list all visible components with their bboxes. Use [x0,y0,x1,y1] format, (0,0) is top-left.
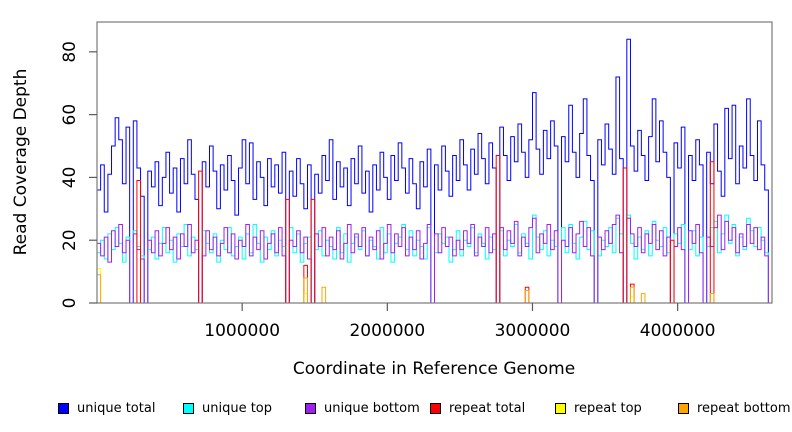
tick-label: 40 [60,167,80,189]
legend-item-repeat-total: repeat total [430,399,525,417]
legend-item-unique-total: unique total [58,399,155,417]
legend-label: unique top [202,400,273,416]
tick-label: 20 [60,229,80,251]
tick-label: 0 [60,298,80,309]
legend-item-unique-bottom: unique bottom [305,399,420,417]
legend-swatch-unique-total [58,402,69,414]
legend-swatch-repeat-bottom [678,402,689,414]
series-line-unique-bottom [97,214,772,304]
legend-item-repeat-bottom: repeat bottom [678,399,791,417]
axis-layer: 1000000 2000000 3000000 4000000 0 20 40 60 80 [60,41,716,341]
plot-area-svg: 1000000 2000000 3000000 4000000 0 20 40 60 80 Co… [11,21,773,379]
x-axis-title: Coordinate in Reference Genome [293,359,575,379]
legend-item-unique-top: unique top [183,399,272,417]
tick-label: 80 [60,41,80,63]
legend-label: repeat top [574,400,642,416]
tick-label: 4000000 [640,321,716,341]
plot-box [96,21,773,304]
series-layer [97,38,772,304]
tick-label: 60 [60,104,80,126]
chart-legend: unique total unique top unique bottom repea… [0,399,792,425]
legend-item-repeat-top: repeat top [555,399,642,417]
legend-label: repeat total [449,400,526,416]
tick-label: 2000000 [349,321,425,341]
legend-label: unique total [77,400,156,416]
legend-label: repeat bottom [697,400,791,416]
legend-swatch-unique-top [183,402,194,414]
legend-swatch-repeat-total [430,402,441,414]
y-axis-title: Read Coverage Depth [11,69,31,256]
tick-label: 1000000 [204,321,280,341]
legend-swatch-repeat-top [555,402,566,414]
tick-label: 3000000 [495,321,571,341]
legend-label: unique bottom [324,400,420,416]
legend-swatch-unique-bottom [305,402,316,414]
